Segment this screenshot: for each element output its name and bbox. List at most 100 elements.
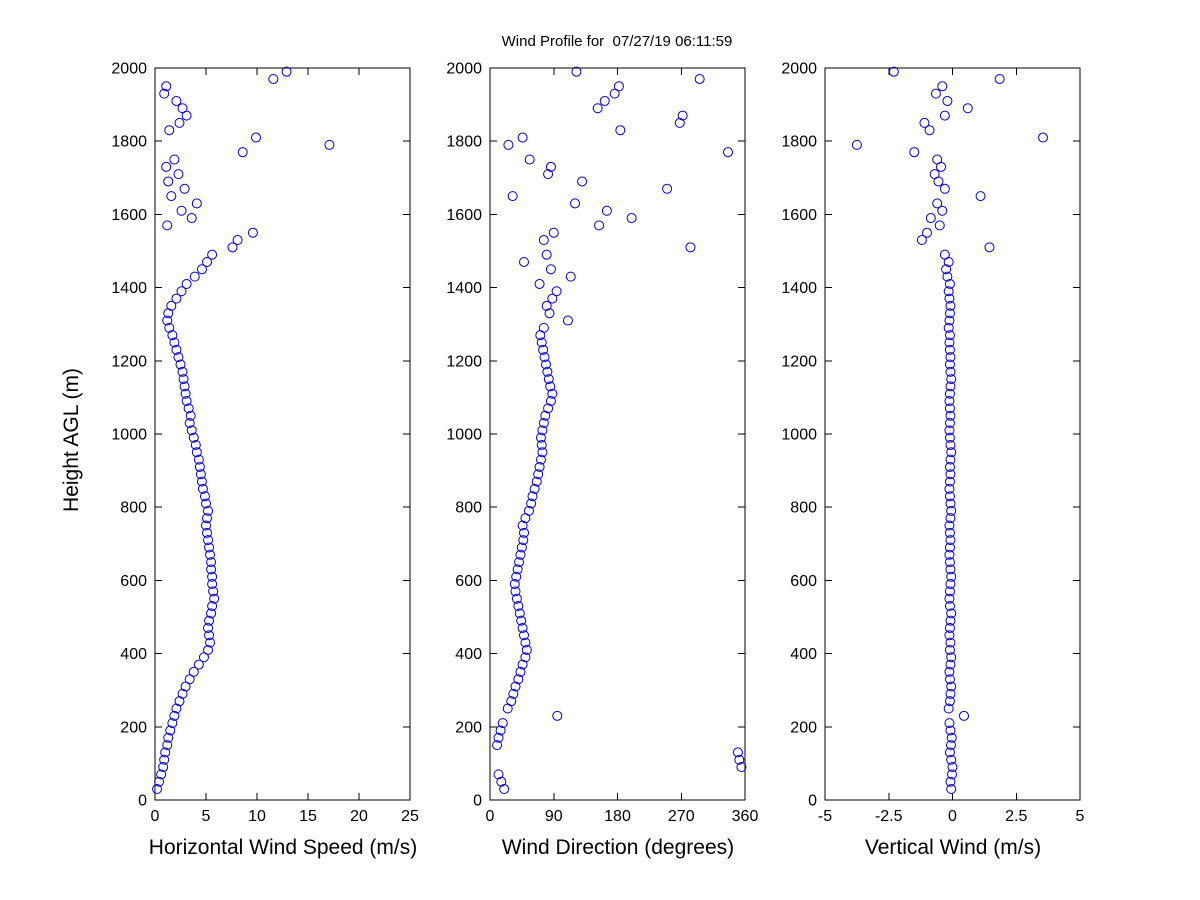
data-point-marker xyxy=(163,308,174,319)
data-point-marker xyxy=(946,571,957,582)
data-point-marker xyxy=(181,278,192,289)
y-tick-label: 1800 xyxy=(111,134,147,151)
data-point-marker xyxy=(497,718,508,729)
data-point-marker xyxy=(519,256,529,267)
data-point-marker xyxy=(944,622,955,633)
data-point-marker xyxy=(174,696,185,707)
data-point-marker xyxy=(946,769,957,780)
data-point-marker xyxy=(207,601,218,612)
data-point-marker xyxy=(544,308,555,319)
data-point-marker xyxy=(493,732,504,743)
data-point-marker xyxy=(932,154,943,165)
data-point-marker xyxy=(203,644,214,655)
data-point-marker xyxy=(185,410,196,421)
data-point-marker xyxy=(533,469,544,480)
data-point-marker xyxy=(173,169,184,180)
data-point-marker xyxy=(548,227,559,238)
data-point-marker xyxy=(944,542,955,553)
data-point-marker xyxy=(209,593,220,604)
data-point-marker xyxy=(204,630,215,641)
data-point-marker xyxy=(205,549,216,560)
data-point-marker xyxy=(188,432,199,443)
data-point-marker xyxy=(207,249,218,260)
data-point-marker xyxy=(694,73,705,84)
x-tick-label: -2.5 xyxy=(875,808,903,825)
data-point-marker xyxy=(944,601,955,612)
data-point-marker xyxy=(177,103,188,114)
y-tick-label: 800 xyxy=(455,500,482,517)
data-point-marker xyxy=(599,95,610,106)
data-point-marker xyxy=(685,242,696,253)
y-tick-label: 1400 xyxy=(446,280,482,297)
data-point-marker xyxy=(539,352,550,363)
data-point-marker xyxy=(946,447,957,458)
data-point-marker xyxy=(571,66,582,77)
data-point-marker xyxy=(946,652,957,663)
data-point-marker xyxy=(570,198,580,209)
data-point-marker xyxy=(164,125,175,136)
data-point-marker xyxy=(944,425,955,436)
data-point-marker xyxy=(206,557,217,568)
data-point-marker xyxy=(513,601,524,612)
data-point-marker xyxy=(167,330,178,341)
data-point-marker xyxy=(186,425,197,436)
data-point-marker xyxy=(551,286,562,297)
data-point-marker xyxy=(508,688,519,699)
data-point-marker xyxy=(171,703,182,714)
y-tick-label: 1400 xyxy=(111,280,147,297)
y-tick-label: 0 xyxy=(808,793,817,810)
data-point-marker xyxy=(944,461,955,472)
data-point-marker xyxy=(521,644,532,655)
data-point-marker xyxy=(534,278,545,289)
data-point-marker xyxy=(945,725,956,736)
data-point-marker xyxy=(945,659,956,670)
data-point-marker xyxy=(944,315,955,326)
x-tick-label: 0 xyxy=(948,808,957,825)
data-point-marker xyxy=(601,205,612,216)
data-point-marker xyxy=(537,425,548,436)
data-point-marker xyxy=(545,381,556,392)
y-tick-label: 400 xyxy=(455,646,482,663)
data-point-marker xyxy=(944,308,955,319)
data-point-marker xyxy=(169,710,180,721)
data-point-marker xyxy=(946,784,957,795)
y-tick-label: 600 xyxy=(790,573,817,590)
data-point-marker xyxy=(152,784,163,795)
data-point-marker xyxy=(592,103,603,114)
data-point-marker xyxy=(944,557,955,568)
data-point-marker xyxy=(946,681,957,692)
y-tick-label: 600 xyxy=(120,573,147,590)
data-point-marker xyxy=(944,476,955,487)
data-point-marker xyxy=(202,513,213,524)
x-tick-label: 25 xyxy=(401,808,419,825)
x-tick-label: -5 xyxy=(818,808,832,825)
data-point-marker xyxy=(945,366,956,377)
data-point-marker xyxy=(547,388,558,399)
data-point-marker xyxy=(203,622,214,633)
data-point-marker xyxy=(545,396,556,407)
data-point-marker xyxy=(161,81,172,92)
data-point-marker xyxy=(941,264,952,275)
y-tick-label: 200 xyxy=(120,719,147,736)
y-tick-label: 800 xyxy=(120,500,147,517)
y-tick-label: 1200 xyxy=(111,353,147,370)
data-point-marker xyxy=(513,674,524,685)
data-point-marker xyxy=(962,103,973,114)
data-point-marker xyxy=(888,66,899,77)
data-point-marker xyxy=(545,264,556,275)
y-tick-label: 1200 xyxy=(446,353,482,370)
data-point-marker xyxy=(613,81,624,92)
data-point-marker xyxy=(945,637,956,648)
data-point-marker xyxy=(527,491,538,502)
data-point-marker xyxy=(181,396,192,407)
data-point-marker xyxy=(734,754,745,765)
data-point-marker xyxy=(520,652,531,663)
x-tick-label: 5 xyxy=(1076,808,1085,825)
x-tick-label: 20 xyxy=(350,808,368,825)
data-point-marker xyxy=(577,176,588,187)
data-point-marker xyxy=(540,359,551,370)
data-point-marker xyxy=(540,410,551,421)
data-point-marker xyxy=(626,213,637,224)
y-tick-label: 1400 xyxy=(781,280,817,297)
